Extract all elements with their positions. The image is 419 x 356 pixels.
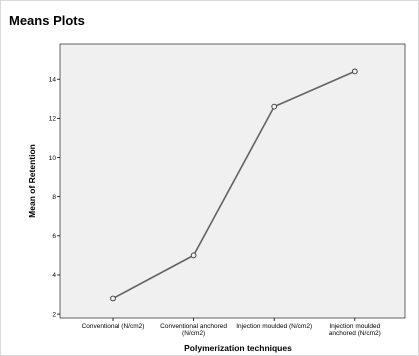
x-axis-title: Polymerization techniques <box>184 343 292 353</box>
plot-area <box>60 44 405 318</box>
y-axis-title: Mean of Retention <box>27 144 37 218</box>
x-axis: Conventional (N/cm2) Conventional anchore… <box>82 318 381 337</box>
data-point <box>272 104 277 109</box>
data-point <box>352 69 357 74</box>
x-tick-label: Conventional (N/cm2) <box>82 323 145 330</box>
data-point <box>111 296 116 301</box>
data-point <box>191 253 196 258</box>
x-tick-label: Conventional anchored (N/cm2) <box>160 323 227 337</box>
x-tick-label: Injection moulded (N/cm2) <box>236 323 312 330</box>
y-tick-label: 8 <box>52 194 56 201</box>
y-tick-label: 6 <box>52 233 56 240</box>
y-tick-label: 14 <box>49 77 57 84</box>
y-tick-label: 2 <box>52 311 56 318</box>
y-tick-label: 4 <box>52 272 56 279</box>
y-tick-label: 10 <box>49 155 57 162</box>
x-tick-label: Injection moulded anchored (N/cm2) <box>329 323 381 337</box>
y-tick-label: 12 <box>49 116 57 123</box>
y-axis: 2 4 6 8 10 12 14 <box>49 77 60 319</box>
